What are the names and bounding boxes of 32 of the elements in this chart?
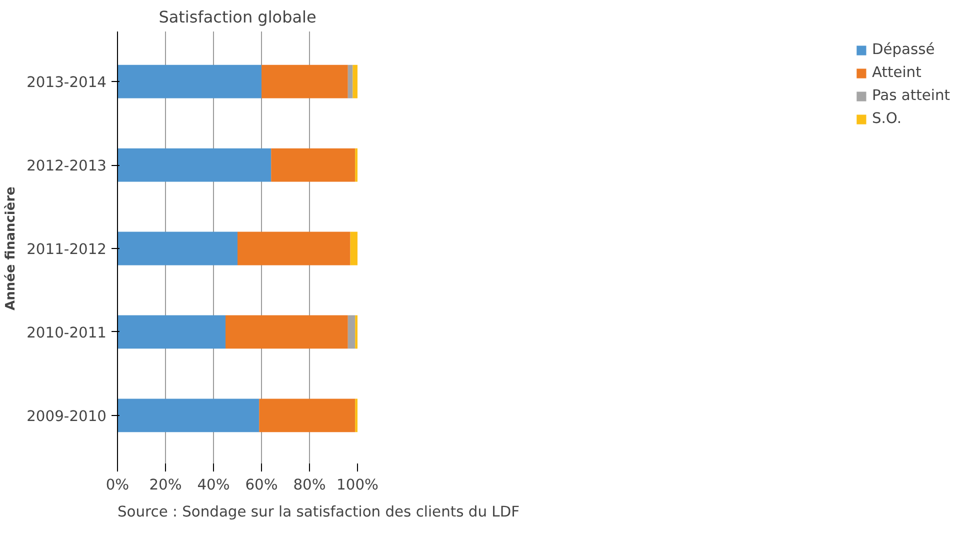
bar <box>118 315 226 349</box>
x-tick-label: 60% <box>245 476 278 494</box>
x-tick-label: 80% <box>293 476 326 494</box>
bar <box>118 148 272 182</box>
x-tick-label: 0% <box>106 476 130 494</box>
bar <box>118 232 238 266</box>
y-tick-label: 2013-2014 <box>26 74 107 92</box>
bar <box>118 64 262 98</box>
source-note: Source : Sondage sur la satisfaction des clients du LDF <box>118 504 520 520</box>
bar <box>262 64 348 98</box>
bar <box>348 315 356 349</box>
legend-label: Atteint <box>872 64 922 81</box>
bar <box>350 232 358 266</box>
y-tick-label: 2010-2011 <box>26 324 107 342</box>
x-tick-label: 40% <box>197 476 230 494</box>
y-tick-label: 2009-2010 <box>26 408 107 425</box>
legend-label: Pas atteint <box>872 87 950 104</box>
legend-label: Dépassé <box>872 41 935 58</box>
y-axis-title: Année financière <box>4 186 19 310</box>
x-tick-label: 100% <box>336 476 379 494</box>
bar <box>271 148 356 182</box>
x-tick-label: 20% <box>149 476 182 494</box>
legend-label: S.O. <box>872 110 902 127</box>
y-tick-label: 2011-2012 <box>26 241 107 258</box>
bar <box>226 315 348 349</box>
bar <box>352 64 358 98</box>
bar <box>348 64 353 98</box>
bar <box>238 232 350 266</box>
y-tick-label: 2012-2013 <box>26 158 107 175</box>
chart-title: Satisfaction globale <box>158 8 316 26</box>
bar <box>118 398 260 432</box>
bar <box>259 398 356 432</box>
